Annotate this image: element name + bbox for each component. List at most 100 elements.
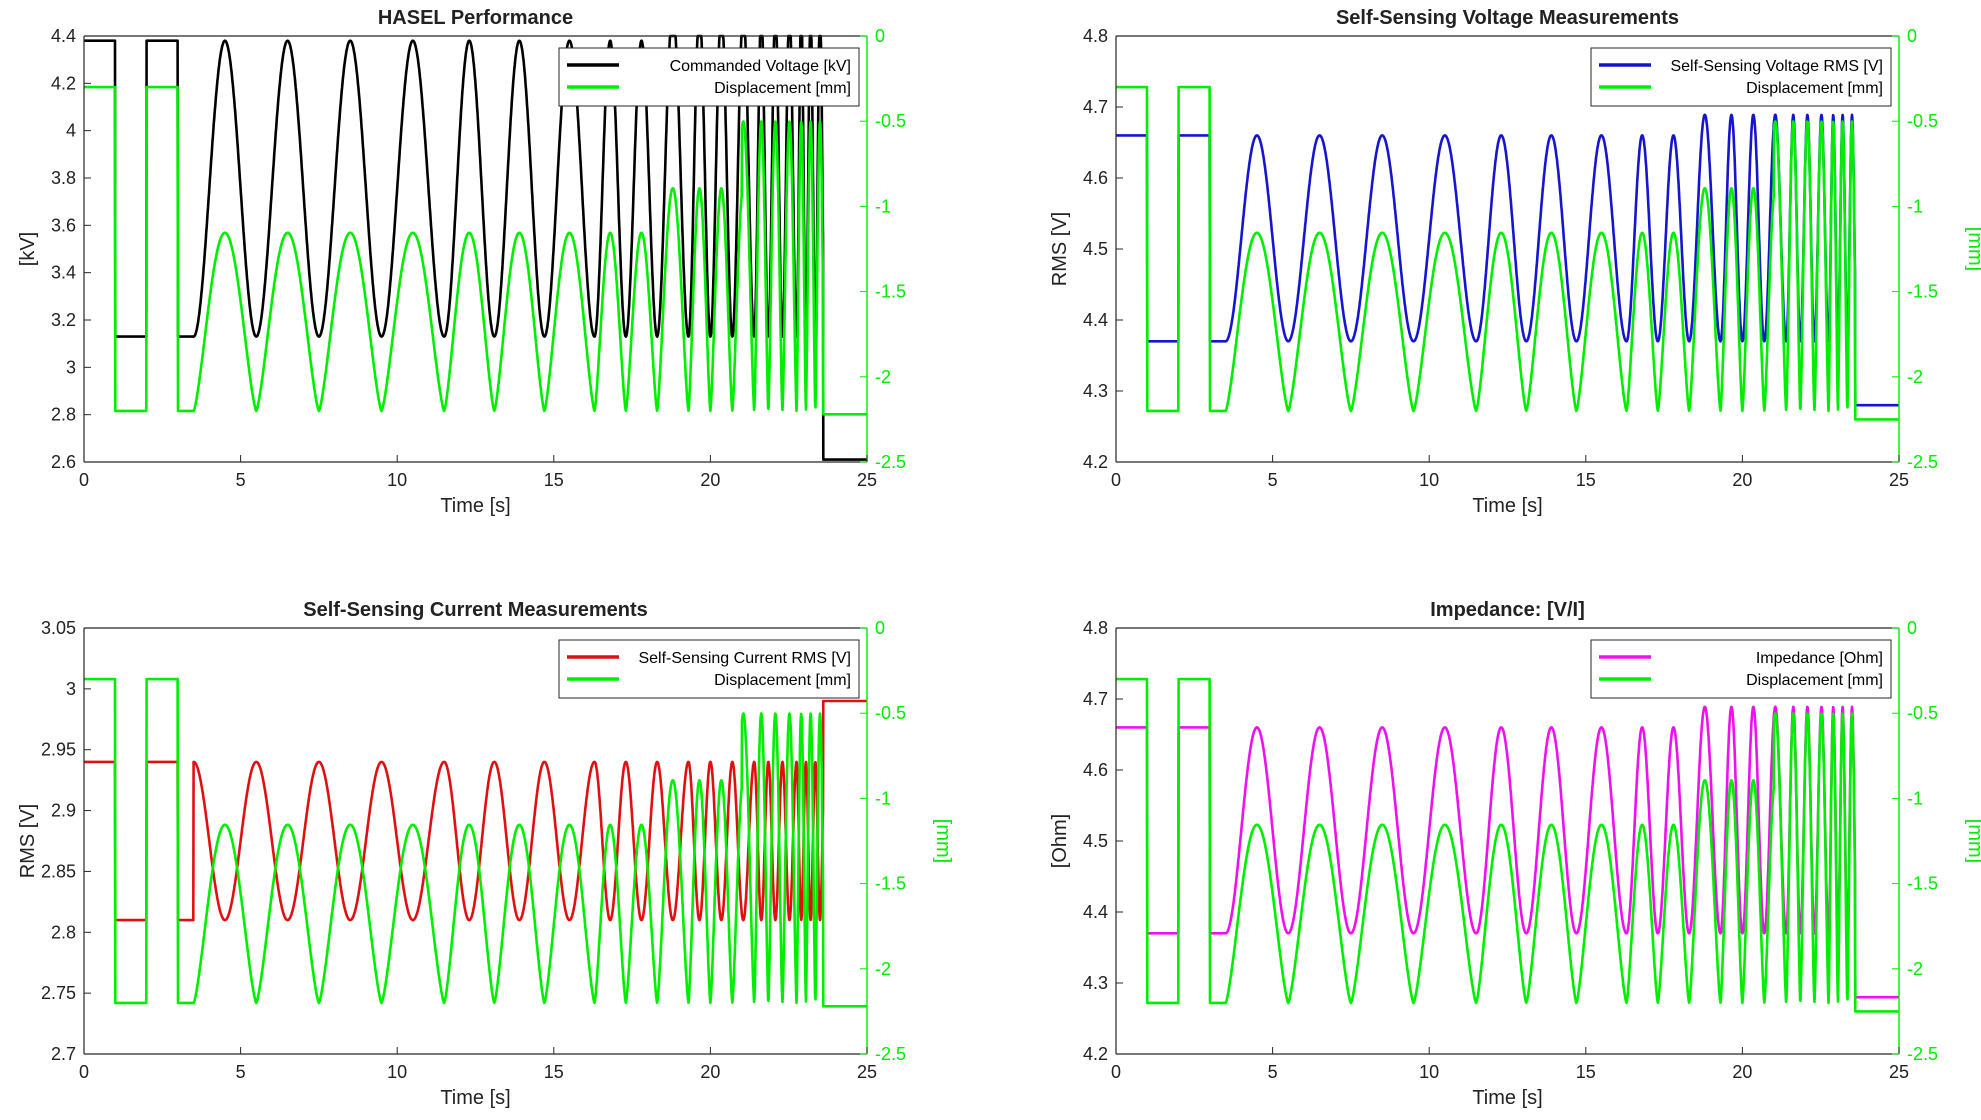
- y-right-tick-label: -1.5: [875, 874, 906, 894]
- x-axis-label: Time [s]: [440, 495, 510, 517]
- x-tick-label: 0: [1111, 470, 1121, 490]
- x-tick-label: 5: [236, 1062, 246, 1082]
- y-left-tick-label: 4.2: [1083, 1044, 1108, 1064]
- x-tick-label: 20: [1732, 1062, 1752, 1082]
- y-right-tick-label: -0.5: [1907, 703, 1938, 723]
- legend-entry: Displacement [mm]: [1746, 80, 1883, 97]
- series-line-1: [1115, 113, 1900, 407]
- legend-box: [558, 639, 860, 699]
- legend: Self-Sensing Voltage RMS [V] Displacement…: [1590, 47, 1892, 107]
- y-right-tick-label: -0.5: [1907, 111, 1938, 131]
- y-right-tick-label: -1: [875, 788, 891, 808]
- series-line-2: [1115, 85, 1900, 421]
- y-right-tick-label: -1.5: [875, 282, 906, 302]
- y-left-tick-label: 4.4: [51, 26, 76, 46]
- legend-entry: Self-Sensing Current RMS [V]: [638, 650, 851, 667]
- x-axis-label: Time [s]: [1472, 495, 1542, 517]
- y-right-tick-label: -2.5: [1907, 452, 1938, 472]
- y-left-tick-label: 2.75: [41, 983, 76, 1003]
- series-line-1: [83, 34, 869, 461]
- legend-entry: Self-Sensing Voltage RMS [V]: [1670, 58, 1883, 75]
- y-left-tick-label: 4.8: [1083, 618, 1108, 638]
- y-right-tick-label: -1.5: [1907, 874, 1938, 894]
- y-left-tick-label: 4.4: [1083, 310, 1108, 330]
- chart-4: 0 5 10 15 20 25 4.2 4.3 4.4 4.5 4.6 4.7 4.8 -2.5 -2 -1.…: [1049, 599, 1981, 1109]
- y-left-tick-label: 4.7: [1083, 689, 1108, 709]
- y-right-tick-label: -1: [875, 196, 891, 216]
- y-left-tick-label: 4.2: [1083, 452, 1108, 472]
- legend: Commanded Voltage [kV] Displacement [mm]: [558, 47, 860, 107]
- series-line-1: [83, 699, 869, 922]
- y-axis-left-label: [kV]: [17, 232, 39, 266]
- y-left-tick-label: 3: [66, 357, 76, 377]
- y-right-tick-label: -1.5: [1907, 282, 1938, 302]
- x-tick-label: 10: [1419, 470, 1439, 490]
- y-left-tick-label: 2.95: [41, 740, 76, 760]
- y-right-tick-label: 0: [1907, 618, 1917, 638]
- y-right-tick-label: -2: [1907, 367, 1923, 387]
- x-tick-label: 10: [387, 470, 407, 490]
- y-left-tick-label: 4.6: [1083, 168, 1108, 188]
- y-left-tick-label: 4.5: [1083, 239, 1108, 259]
- legend-entry: Displacement [mm]: [714, 80, 851, 97]
- x-axis-label: Time [s]: [440, 1087, 510, 1109]
- legend: Self-Sensing Current RMS [V] Displacement…: [558, 639, 860, 699]
- y-left-tick-label: 2.85: [41, 861, 76, 881]
- x-tick-label: 20: [700, 470, 720, 490]
- y-right-tick-label: -2.5: [875, 1044, 906, 1064]
- y-left-tick-label: 4.7: [1083, 97, 1108, 117]
- y-axis-right-label: [mm]: [932, 819, 954, 863]
- x-tick-label: 15: [544, 470, 564, 490]
- x-axis-label: Time [s]: [1472, 1087, 1542, 1109]
- y-left-tick-label: 3.2: [51, 310, 76, 330]
- chart-3: 0 5 10 15 20 25 2.7 2.75 2.8 2.85 2.9 2.95 3 3.05 -2.5…: [17, 599, 954, 1109]
- y-axis-left-label: [Ohm]: [1049, 814, 1071, 868]
- legend-box: [1590, 47, 1892, 107]
- y-right-tick-label: -2: [1907, 959, 1923, 979]
- chart-title: Self-Sensing Voltage Measurements: [1336, 7, 1679, 29]
- legend: Impedance [Ohm] Displacement [mm]: [1590, 639, 1892, 699]
- y-left-tick-label: 3: [66, 679, 76, 699]
- y-right-tick-label: -2: [875, 367, 891, 387]
- y-left-tick-label: 3.05: [41, 618, 76, 638]
- y-right-tick-label: -1: [1907, 196, 1923, 216]
- x-tick-label: 10: [1419, 1062, 1439, 1082]
- y-left-tick-label: 4.3: [1083, 973, 1108, 993]
- legend-entry: Displacement [mm]: [714, 672, 851, 689]
- x-tick-label: 0: [79, 1062, 89, 1082]
- y-right-tick-label: -1: [1907, 788, 1923, 808]
- y-axis-right-label: [mm]: [1964, 819, 1981, 863]
- y-left-tick-label: 4.5: [1083, 831, 1108, 851]
- chart-2: 0 5 10 15 20 25 4.2 4.3 4.4 4.5 4.6 4.7 4.8 -2.5 -2 -1.…: [1049, 7, 1981, 517]
- y-right-tick-label: -0.5: [875, 111, 906, 131]
- series-line-1: [1115, 705, 1900, 999]
- y-left-tick-label: 2.9: [51, 801, 76, 821]
- x-tick-label: 25: [1889, 470, 1909, 490]
- y-left-tick-label: 2.7: [51, 1044, 76, 1064]
- chart-title: Self-Sensing Current Measurements: [303, 599, 648, 621]
- y-left-tick-label: 4: [66, 121, 76, 141]
- series-line-2: [83, 85, 869, 416]
- legend-box: [558, 47, 860, 107]
- chart-title: HASEL Performance: [378, 7, 573, 29]
- y-left-tick-label: 2.8: [51, 405, 76, 425]
- y-left-tick-label: 2.6: [51, 452, 76, 472]
- series-line-2: [1115, 677, 1900, 1013]
- y-right-tick-label: -2.5: [1907, 1044, 1938, 1064]
- x-tick-label: 25: [1889, 1062, 1909, 1082]
- legend-entry: Displacement [mm]: [1746, 672, 1883, 689]
- x-tick-label: 15: [1576, 470, 1596, 490]
- y-left-tick-label: 3.8: [51, 168, 76, 188]
- y-right-tick-label: -2.5: [875, 452, 906, 472]
- y-left-tick-label: 2.8: [51, 922, 76, 942]
- x-tick-label: 25: [857, 470, 877, 490]
- x-tick-label: 5: [1268, 470, 1278, 490]
- chart-title: Impedance: [V/I]: [1430, 599, 1584, 621]
- x-tick-label: 0: [79, 470, 89, 490]
- x-tick-label: 10: [387, 1062, 407, 1082]
- y-left-tick-label: 3.4: [51, 263, 76, 283]
- x-tick-label: 15: [544, 1062, 564, 1082]
- y-axis-left-label: RMS [V]: [1049, 212, 1071, 286]
- legend-entry: Impedance [Ohm]: [1756, 650, 1883, 667]
- y-axis-left-label: RMS [V]: [17, 804, 39, 878]
